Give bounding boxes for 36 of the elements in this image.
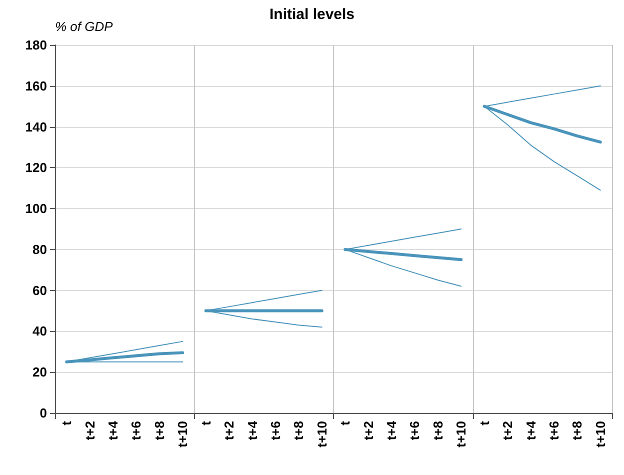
x-tick-label: t+2 xyxy=(222,421,237,440)
x-tick-label: t+8 xyxy=(152,421,167,440)
x-tick-label: t+4 xyxy=(523,420,538,440)
y-tick-label: 140 xyxy=(25,119,47,134)
x-tick-label: t+2 xyxy=(500,421,516,440)
x-tick-label: t+4 xyxy=(384,420,400,440)
x-tick-label: t+6 xyxy=(407,421,422,440)
x-tick-label: t+6 xyxy=(546,421,562,440)
x-tick-label: t+4 xyxy=(244,420,260,440)
y-tick-label: 0 xyxy=(40,406,47,420)
x-tick-label: t+2 xyxy=(82,421,98,440)
x-tick-label: t+10 xyxy=(592,421,608,448)
x-tick-label: t+2 xyxy=(360,421,376,440)
x-tick-label: t xyxy=(476,420,492,426)
y-tick-label: 60 xyxy=(32,282,47,298)
x-tick-label: t+10 xyxy=(454,421,469,448)
y-axis-title: % of GDP xyxy=(55,19,114,34)
x-tick-label: t+4 xyxy=(106,420,121,440)
x-tick-label: t+8 xyxy=(291,421,306,440)
x-tick-label: t xyxy=(198,420,214,426)
x-tick-label: t+6 xyxy=(268,421,283,440)
x-tick-label: t+8 xyxy=(430,421,446,440)
y-tick-label: 80 xyxy=(32,242,47,257)
x-tick-label: t xyxy=(338,420,353,426)
y-tick-label: 100 xyxy=(25,201,47,216)
x-tick-label: t+10 xyxy=(314,421,330,448)
x-tick-label: t+10 xyxy=(175,421,190,448)
y-tick-label: 40 xyxy=(32,324,47,339)
y-tick-label: 120 xyxy=(25,160,47,176)
x-tick-label: t+8 xyxy=(570,421,585,440)
y-tick-label: 180 xyxy=(25,38,47,52)
x-tick-label: t+6 xyxy=(128,421,144,440)
x-tick-label: t xyxy=(59,420,74,426)
chart-title: Initial levels xyxy=(269,6,355,23)
y-tick-label: 160 xyxy=(25,78,47,94)
y-tick-label: 20 xyxy=(32,364,47,380)
